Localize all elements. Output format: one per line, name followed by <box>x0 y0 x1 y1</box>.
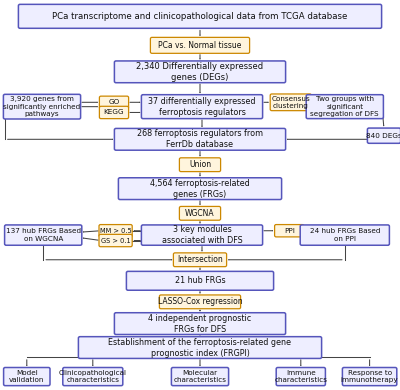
Text: GS > 0.1: GS > 0.1 <box>101 238 130 243</box>
FancyBboxPatch shape <box>142 225 263 245</box>
FancyBboxPatch shape <box>5 225 82 245</box>
Text: GO: GO <box>108 99 120 105</box>
Text: KEGG: KEGG <box>104 110 124 115</box>
FancyBboxPatch shape <box>118 178 282 200</box>
FancyBboxPatch shape <box>78 337 322 358</box>
FancyBboxPatch shape <box>159 295 240 309</box>
FancyBboxPatch shape <box>114 61 286 83</box>
Text: Molecular
characteristics: Molecular characteristics <box>174 370 226 383</box>
Text: 3,920 genes from
significantly enriched
pathways: 3,920 genes from significantly enriched … <box>3 96 81 117</box>
Text: Model
validation: Model validation <box>9 370 44 383</box>
Text: 137 hub FRGs Based
on WGCNA: 137 hub FRGs Based on WGCNA <box>6 228 81 242</box>
FancyBboxPatch shape <box>306 95 383 119</box>
Text: PCa transcriptome and clinicopathological data from TCGA database: PCa transcriptome and clinicopathologica… <box>52 12 348 21</box>
FancyBboxPatch shape <box>172 367 229 386</box>
Text: Establishment of the ferroptosis-related gene
prognostic index (FRGPI): Establishment of the ferroptosis-related… <box>108 337 292 358</box>
Text: 4,564 ferroptosis-related
genes (FRGs): 4,564 ferroptosis-related genes (FRGs) <box>150 179 250 199</box>
FancyBboxPatch shape <box>179 206 221 220</box>
FancyBboxPatch shape <box>270 94 311 111</box>
FancyBboxPatch shape <box>18 4 382 28</box>
FancyBboxPatch shape <box>142 95 263 119</box>
FancyBboxPatch shape <box>4 367 50 386</box>
FancyBboxPatch shape <box>275 225 304 237</box>
Text: Clinicopathological
characteristics: Clinicopathological characteristics <box>59 370 127 383</box>
Text: Consensus
clustering: Consensus clustering <box>272 96 310 109</box>
Text: 37 differentially expressed
ferroptosis regulators: 37 differentially expressed ferroptosis … <box>148 97 256 117</box>
FancyBboxPatch shape <box>99 234 132 247</box>
Text: PPI: PPI <box>284 228 295 234</box>
FancyBboxPatch shape <box>150 37 250 53</box>
Text: Two groups with
significant
segregation of DFS: Two groups with significant segregation … <box>310 96 379 117</box>
FancyBboxPatch shape <box>63 367 123 386</box>
Text: 3 key modules
associated with DFS: 3 key modules associated with DFS <box>162 225 242 245</box>
FancyBboxPatch shape <box>174 253 226 267</box>
Text: PCa vs. Normal tissue: PCa vs. Normal tissue <box>158 41 242 50</box>
FancyBboxPatch shape <box>276 367 326 386</box>
FancyBboxPatch shape <box>179 158 221 172</box>
FancyBboxPatch shape <box>114 313 286 335</box>
Text: 21 hub FRGs: 21 hub FRGs <box>175 276 225 285</box>
Text: 24 hub FRGs Based
on PPI: 24 hub FRGs Based on PPI <box>310 228 380 242</box>
FancyBboxPatch shape <box>126 271 274 290</box>
Text: Response to
immunotherapy: Response to immunotherapy <box>341 370 398 383</box>
FancyBboxPatch shape <box>99 96 129 108</box>
Text: Immune
characteristics: Immune characteristics <box>274 370 327 383</box>
FancyBboxPatch shape <box>99 225 132 237</box>
Text: MM > 0.5: MM > 0.5 <box>100 228 132 234</box>
Text: 4 independent prognostic
FRGs for DFS: 4 independent prognostic FRGs for DFS <box>148 314 252 334</box>
Text: LASSO-Cox regression: LASSO-Cox regression <box>158 297 242 306</box>
Text: Intersection: Intersection <box>177 255 223 264</box>
Text: WGCNA: WGCNA <box>185 209 215 218</box>
Text: 268 ferroptosis regulators from
FerrDb database: 268 ferroptosis regulators from FerrDb d… <box>137 129 263 149</box>
Text: 2,340 Differentially expressed
genes (DEGs): 2,340 Differentially expressed genes (DE… <box>136 62 264 82</box>
FancyBboxPatch shape <box>342 367 397 386</box>
FancyBboxPatch shape <box>3 94 81 119</box>
Text: Union: Union <box>189 160 211 169</box>
FancyBboxPatch shape <box>114 128 286 150</box>
FancyBboxPatch shape <box>99 106 129 119</box>
FancyBboxPatch shape <box>367 128 400 143</box>
FancyBboxPatch shape <box>300 225 389 245</box>
Text: 840 DEGs: 840 DEGs <box>366 133 400 139</box>
